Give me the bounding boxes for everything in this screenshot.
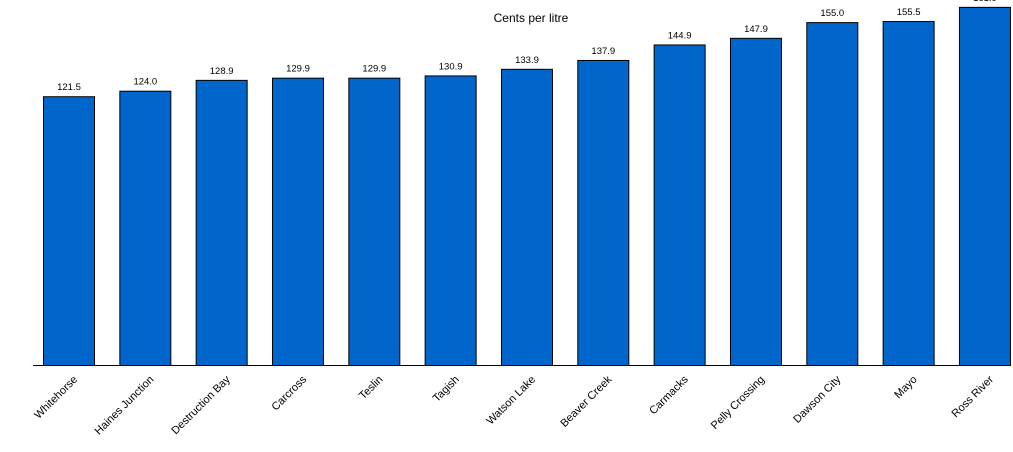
value-label: 155.0: [820, 8, 844, 19]
value-label: 124.0: [133, 77, 157, 88]
x-tick-label: Pelly Crossing: [709, 374, 767, 432]
bar-carmacks: [653, 44, 706, 367]
bar-haines-junction: [119, 90, 172, 366]
x-tick-label: Watson Lake: [485, 374, 539, 428]
x-tick-label: Ross River: [950, 373, 997, 420]
value-label: 129.9: [362, 64, 386, 75]
value-label: 133.9: [515, 55, 539, 66]
x-tick-label: Carmacks: [647, 373, 691, 417]
x-tick-label: Teslin: [357, 374, 385, 402]
bar-beaver-creek: [577, 59, 630, 366]
value-labels-group: 121.5 124.0 128.9 129.9 129.9 130.9 133.9 137.9…: [57, 0, 997, 93]
value-label: 121.5: [57, 82, 81, 93]
value-label: 137.9: [591, 46, 615, 57]
x-tick-label: Carcross: [270, 373, 310, 413]
x-tick-label: Destruction Bay: [169, 373, 233, 437]
value-label: 129.9: [286, 64, 310, 75]
value-label: 161.9: [973, 0, 997, 4]
x-tick-label: Tagish: [431, 374, 462, 405]
bar-watson-lake: [500, 68, 553, 367]
bar-carcross: [271, 77, 324, 367]
value-label: 130.9: [439, 61, 463, 72]
value-label: 155.5: [897, 7, 921, 18]
x-tick-label: Whitehorse: [32, 374, 80, 422]
x-tick-label: Mayo: [892, 374, 920, 402]
bar-dawson-city: [806, 22, 859, 367]
bar-tagish: [424, 75, 477, 367]
bar-whitehorse: [43, 96, 95, 366]
value-label: 144.9: [668, 30, 692, 41]
bars-group: [43, 6, 1011, 367]
bar-ross-river: [958, 6, 1011, 367]
value-label: 128.9: [210, 66, 234, 77]
x-tick-labels-group: Whitehorse Haines Junction Destruction Bay…: [32, 373, 996, 437]
value-label: 147.9: [744, 24, 768, 35]
bar-destruction-bay: [195, 79, 248, 367]
bar-mayo: [882, 21, 935, 367]
bar-pelly-crossing: [729, 37, 782, 367]
x-tick-label: Dawson City: [791, 373, 843, 425]
bar-teslin: [348, 77, 401, 367]
x-tick-label: Beaver Creek: [558, 373, 614, 429]
x-tick-label: Haines Junction: [93, 374, 157, 438]
chart-title: Cents per litre: [494, 11, 569, 25]
